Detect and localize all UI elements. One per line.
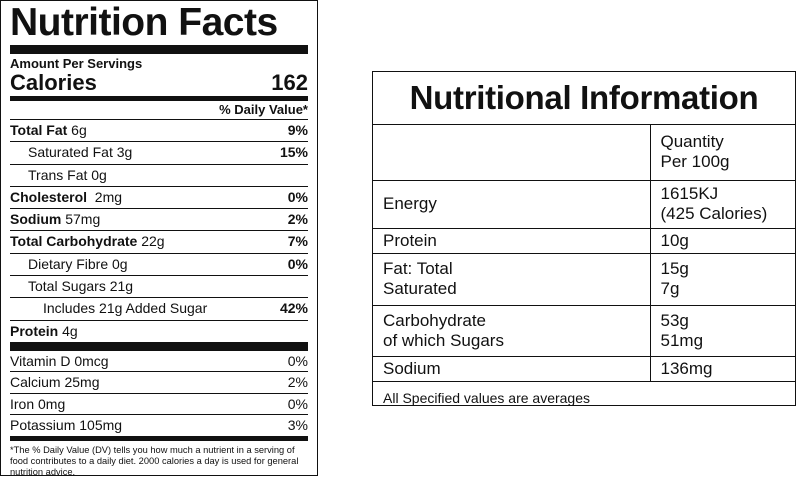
nutrient-percent: 0% — [287, 255, 308, 272]
nutrient-row-dietary-fibre: Dietary Fibre 0g 0% — [10, 254, 308, 277]
header-quantity: Quantity — [660, 132, 724, 152]
nutritional-information-table: Nutritional Information Quantity Per 100… — [372, 71, 796, 406]
row-name-line: Sodium — [383, 358, 441, 378]
vitamin-percent: 2% — [287, 374, 308, 391]
nutrition-facts-title: Nutrition Facts — [10, 1, 278, 44]
vitamin-amount: Calcium 25mg — [10, 374, 100, 391]
nutrient-percent: 0% — [287, 188, 308, 205]
vitamin-row-vitamin-d: Vitamin D 0mcg 0% — [10, 351, 308, 373]
nutrient-row-trans-fat: Trans Fat 0g — [10, 165, 308, 187]
nutrition-table: Quantity Per 100g Energy 1615KJ (425 Cal… — [373, 125, 795, 382]
row-name: Fat: Total Saturated — [373, 253, 651, 306]
amount-per-serving: Amount Per Servings — [10, 56, 143, 71]
row-value: 1615KJ (425 Calories) — [650, 180, 795, 229]
nutrient-row-added-sugar: Includes 21g Added Sugar 42% — [10, 298, 308, 321]
row-value-line: 51mg — [660, 330, 704, 350]
nutrient-amount: Dietary Fibre 0g — [28, 255, 128, 272]
nutrient-percent: 2% — [287, 211, 308, 228]
nutrient-row-cholesterol: Cholesterol 2mg 0% — [10, 187, 308, 210]
vitamin-row-iron: Iron 0mg 0% — [10, 394, 308, 416]
nutrient-name: Total Fat — [10, 122, 68, 138]
header-per-100g: Per 100g — [660, 152, 730, 172]
row-value-line: 10g — [660, 230, 689, 250]
row-value-line: 1615KJ — [660, 184, 719, 203]
daily-value-footnote: *The % Daily Value (DV) tells you how mu… — [10, 444, 299, 477]
row-value: 53g 51mg — [650, 305, 795, 357]
vitamin-percent: 0% — [287, 395, 308, 412]
nutrient-amount: 6g — [67, 122, 87, 138]
nutrient-name: Protein — [10, 322, 59, 339]
nutrient-percent: 9% — [287, 122, 308, 138]
nutrient-percent: 15% — [279, 144, 308, 161]
nutrient-name: Sodium — [10, 211, 62, 228]
averages-note: All Specified values are averages — [383, 389, 591, 406]
nutrient-amount: 22g — [137, 233, 165, 250]
row-name-line: Protein — [383, 230, 437, 250]
row-name-line: Fat: Total — [383, 259, 453, 278]
medium-divider — [10, 96, 308, 101]
nutrient-percent: 7% — [287, 233, 308, 250]
table-row-protein: Protein 10g — [373, 228, 795, 254]
nutrient-row-total-sugars: Total Sugars 21g — [10, 276, 308, 299]
nutrient-row-total-carbohydrate: Total Carbohydrate 22g 7% — [10, 231, 308, 254]
row-name-line: of which Sugars — [383, 330, 504, 350]
header-cell-empty — [373, 125, 651, 181]
row-value-line: 15g — [660, 259, 689, 278]
nutrient-row-total-fat: Total Fat 6g 9% — [10, 120, 308, 143]
vitamin-amount: Vitamin D 0mcg — [10, 352, 109, 369]
table-row-sodium: Sodium 136mg — [373, 356, 795, 382]
table-header-row: Quantity Per 100g — [373, 125, 795, 181]
vitamin-amount: Iron 0mg — [10, 395, 66, 412]
nutrient-amount: Trans Fat 0g — [28, 166, 107, 183]
thick-divider — [10, 45, 308, 54]
row-value-line: (425 Calories) — [660, 204, 768, 223]
row-name: Protein — [373, 228, 651, 254]
row-value: 10g — [650, 228, 795, 254]
vitamin-percent: 3% — [287, 417, 308, 434]
header-cell-quantity: Quantity Per 100g — [650, 125, 795, 181]
calories-value: 162 — [271, 70, 308, 95]
nutrient-amount: Includes 21g Added Sugar — [43, 300, 208, 317]
vitamin-percent: 0% — [287, 352, 308, 369]
row-value: 136mg — [650, 356, 795, 382]
row-name: Sodium — [373, 356, 651, 382]
vitamin-row-potassium: Potassium 105mg 3% — [10, 415, 308, 436]
nutrient-row-saturated-fat: Saturated Fat 3g 15% — [10, 142, 308, 165]
nutrient-row-sodium: Sodium 57mg 2% — [10, 209, 308, 232]
nutrient-percent: 42% — [279, 300, 308, 317]
thick-divider — [10, 341, 308, 351]
nutrient-amount: 2mg — [87, 188, 123, 205]
nutrient-amount: Total Sugars 21g — [28, 278, 134, 295]
vitamin-amount: Potassium 105mg — [10, 417, 123, 434]
row-name-line: Saturated — [383, 279, 457, 298]
row-value-line: 7g — [660, 279, 680, 298]
nutritional-information-title: Nutritional Information — [373, 72, 795, 125]
nutrient-name: Cholesterol — [10, 188, 88, 205]
daily-value-header: % Daily Value* — [10, 101, 308, 120]
table-row-carbohydrate: Carbohydrate of which Sugars 53g 51mg — [373, 305, 795, 357]
table-row-energy: Energy 1615KJ (425 Calories) — [373, 180, 795, 229]
row-value-line: 53g — [660, 310, 689, 330]
row-name-line: Carbohydrate — [383, 310, 487, 330]
nutrition-facts-label: Nutrition Facts Amount Per Servings Calo… — [0, 0, 318, 477]
nutrient-amount: 57mg — [61, 211, 101, 228]
nutrient-row-protein: Protein 4g — [10, 321, 308, 342]
table-row-fat: Fat: Total Saturated 15g 7g — [373, 253, 795, 306]
nutrient-name: Total Carbohydrate — [10, 233, 138, 250]
calories-label: Calories — [10, 70, 97, 95]
row-name: Energy — [373, 180, 651, 229]
vitamin-row-calcium: Calcium 25mg 2% — [10, 372, 308, 394]
row-value-line: 136mg — [660, 358, 713, 378]
medium-divider — [10, 435, 308, 441]
calories-row: Calories 162 — [10, 72, 308, 96]
nutrient-amount: Saturated Fat 3g — [28, 144, 133, 161]
row-name: Carbohydrate of which Sugars — [373, 305, 651, 357]
nutrient-amount: 4g — [58, 322, 78, 339]
row-value: 15g 7g — [650, 253, 795, 306]
row-name-line: Energy — [383, 194, 437, 213]
